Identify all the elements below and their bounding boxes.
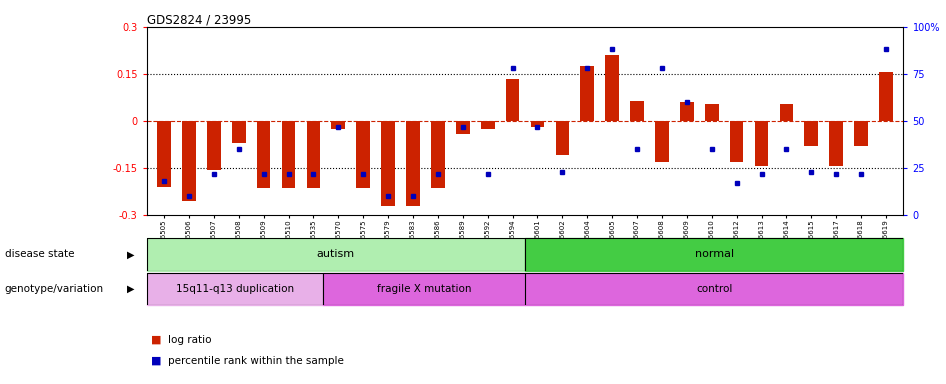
Bar [481,121,495,129]
Text: normal: normal [694,249,734,260]
Bar [406,121,420,206]
Bar [307,121,321,189]
Bar [256,121,271,189]
Text: ▶: ▶ [127,284,134,294]
Bar [854,121,868,146]
Bar [282,121,295,189]
Bar [755,121,768,166]
Bar [804,121,818,146]
Bar [456,121,469,134]
Bar [780,104,794,121]
Text: log ratio: log ratio [168,335,212,345]
Text: GDS2824 / 23995: GDS2824 / 23995 [147,13,251,26]
Text: genotype/variation: genotype/variation [5,284,104,294]
Text: control: control [696,284,732,294]
Bar [705,104,719,121]
Bar [506,79,519,121]
Bar [381,121,395,206]
Bar [147,238,525,271]
Bar [605,55,619,121]
Bar [581,66,594,121]
Bar [531,121,544,127]
Text: autism: autism [317,249,355,260]
Bar [324,273,525,305]
Bar [680,102,693,121]
Bar [555,121,569,156]
Text: percentile rank within the sample: percentile rank within the sample [168,356,344,366]
Bar [147,273,324,305]
Text: ■: ■ [151,356,162,366]
Bar [331,121,345,129]
Text: fragile X mutation: fragile X mutation [377,284,471,294]
Bar [357,121,370,189]
Bar [232,121,246,143]
Text: ▶: ▶ [127,249,134,260]
Bar [525,238,903,271]
Bar [157,121,171,187]
Bar [630,101,644,121]
Bar [431,121,445,189]
Bar [830,121,843,166]
Bar [525,273,903,305]
Bar [207,121,220,170]
Bar [655,121,669,162]
Bar [182,121,196,201]
Text: ■: ■ [151,335,162,345]
Text: 15q11-q13 duplication: 15q11-q13 duplication [176,284,294,294]
Bar [879,72,893,121]
Bar [729,121,744,162]
Text: disease state: disease state [5,249,74,260]
